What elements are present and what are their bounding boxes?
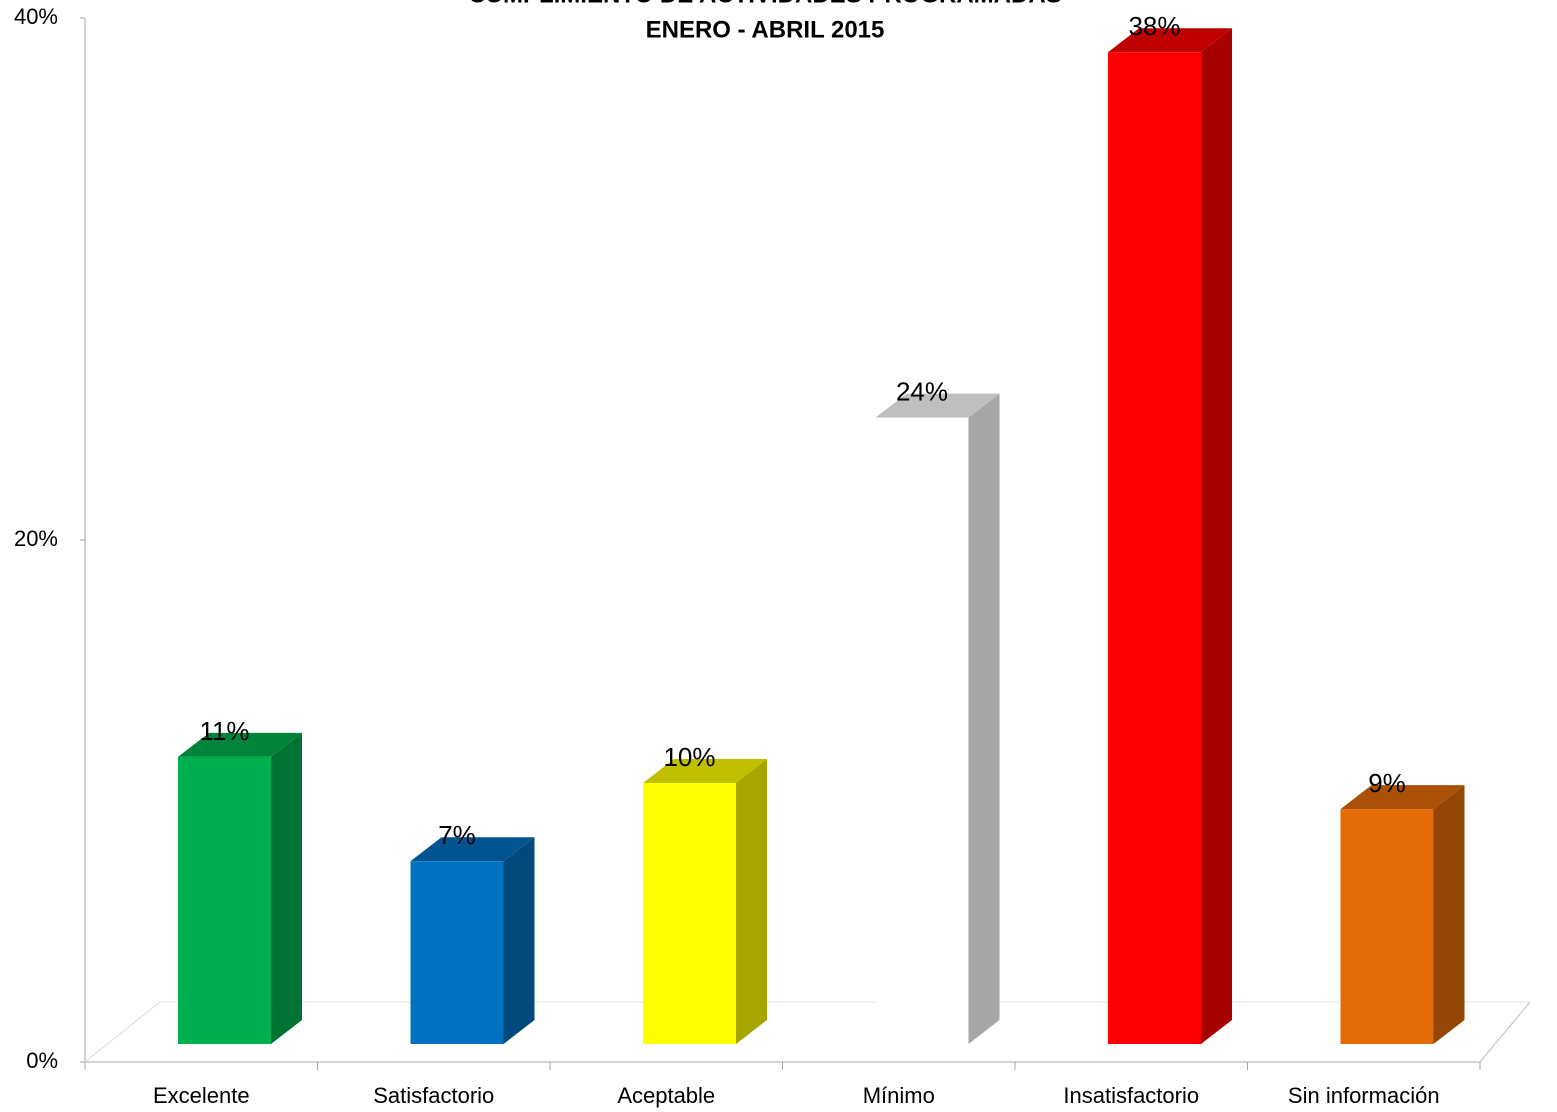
data-label: 24%: [896, 376, 948, 406]
bar-top: [875, 393, 1000, 418]
bar-top: [1340, 785, 1465, 810]
x-tick-label: Sin información: [1288, 1083, 1440, 1108]
bar-side: [1201, 28, 1232, 1044]
bar-side: [503, 837, 535, 1044]
bar-side: [271, 732, 302, 1044]
x-tick-label: Mínimo: [863, 1083, 935, 1108]
bar-side: [1433, 785, 1465, 1044]
chart-subtitle: ENERO - ABRIL 2015: [646, 16, 885, 43]
x-tick-label: Aceptable: [617, 1083, 715, 1108]
bar: [1108, 52, 1201, 1044]
bar: [875, 417, 969, 1045]
data-label: 11%: [199, 716, 249, 746]
bar-top: [643, 759, 767, 783]
bar: [1340, 809, 1434, 1044]
data-label: 9%: [1368, 768, 1406, 798]
y-tick-label: 0%: [26, 1048, 58, 1073]
bar: [410, 861, 504, 1044]
chart-title: CUMPLIMIENTO DE ACTIVIDADES PROGRAMADAS: [468, 0, 1061, 8]
x-tick-label: Insatisfactorio: [1063, 1083, 1199, 1108]
bar: [643, 783, 736, 1044]
y-tick-label: 40%: [14, 4, 58, 29]
x-tick-label: Excelente: [153, 1083, 250, 1108]
bar-top: [1108, 28, 1232, 53]
data-label: 38%: [1128, 11, 1180, 41]
y-tick-label: 20%: [14, 526, 58, 551]
bar-side: [736, 759, 767, 1044]
x-tick-label: Satisfactorio: [373, 1083, 494, 1108]
bar-top: [178, 732, 302, 757]
floor-edge: [84, 1001, 161, 1063]
data-label: 7%: [438, 820, 476, 850]
bar-side: [968, 393, 1000, 1045]
floor-edge: [1479, 1001, 1531, 1063]
data-label: 10%: [663, 742, 715, 772]
bar-top: [410, 837, 535, 862]
bar: [178, 756, 271, 1044]
